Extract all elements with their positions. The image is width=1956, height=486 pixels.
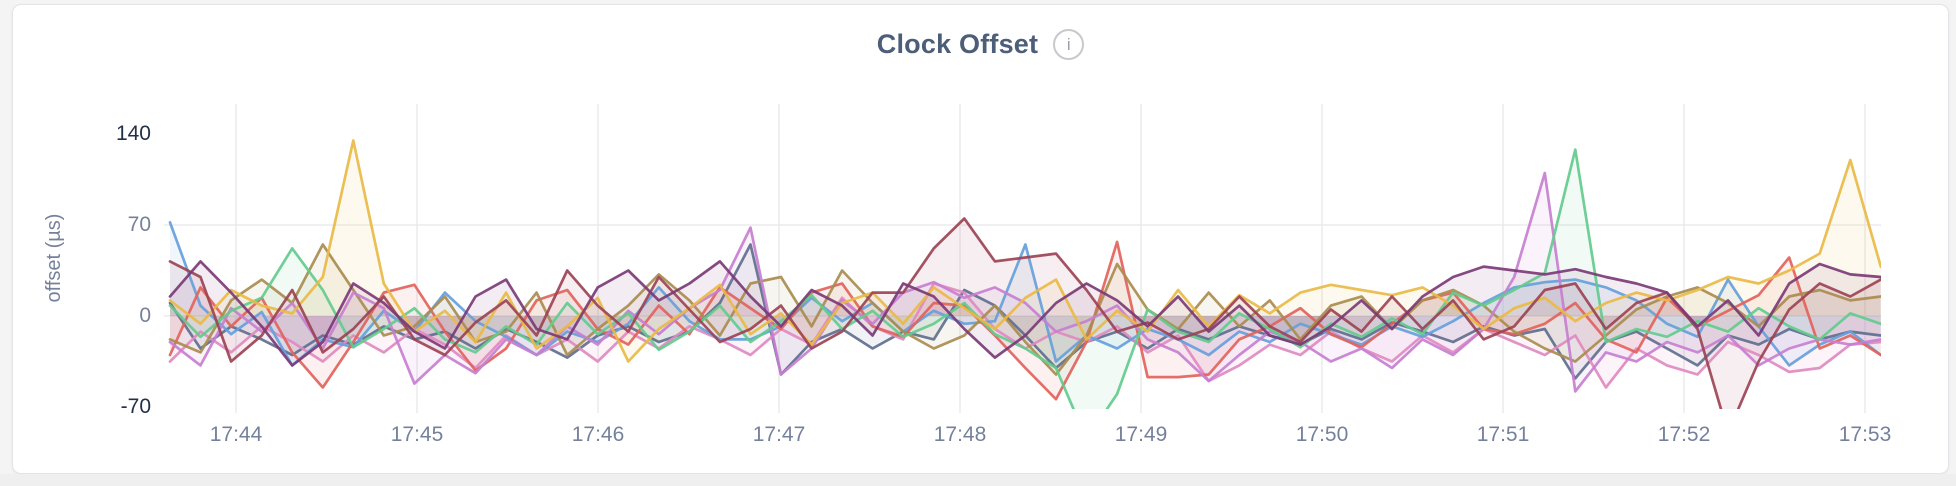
series-lines (168, 139, 1881, 409)
x-tick-label: 17:45 (390, 423, 444, 446)
y-tick-label: 70 (127, 213, 151, 236)
x-tick-label: 17:44 (209, 423, 263, 446)
x-tick-label: 17:49 (1114, 423, 1168, 446)
clock-offset-card: Clock Offset i offset (µs) 140 70 0 -70 17:… (12, 4, 1949, 474)
page-background-band (0, 474, 1956, 486)
x-tick-label: 17:53 (1838, 423, 1892, 446)
chart-header: Clock Offset i (13, 29, 1948, 60)
x-tick-label: 17:47 (752, 423, 806, 446)
info-icon-glyph: i (1066, 34, 1071, 54)
chart-title: Clock Offset (876, 29, 1039, 59)
x-tick-label: 17:51 (1476, 423, 1530, 446)
x-tick-label: 17:52 (1657, 423, 1711, 446)
x-tick-label: 17:50 (1295, 423, 1349, 446)
x-tick-label: 17:46 (571, 423, 625, 446)
series-area-green (170, 149, 1881, 409)
series-line-maroon (168, 217, 1881, 409)
info-icon[interactable]: i (1053, 29, 1085, 60)
y-tick-label: -70 (120, 395, 151, 418)
grid-lines (164, 104, 1881, 413)
x-tick-label: 17:48 (933, 423, 987, 446)
series-line-plum (168, 260, 1881, 367)
series-line-olive (168, 243, 1881, 376)
series-area-salmon (170, 241, 1881, 400)
series-line-gold (168, 139, 1881, 363)
y-tick-label: 0 (139, 304, 151, 327)
series-line-orchid (168, 171, 1881, 393)
y-tick-label: 140 (115, 122, 151, 145)
clock-offset-plot[interactable] (164, 101, 1881, 413)
series-area-maroon (170, 218, 1881, 409)
